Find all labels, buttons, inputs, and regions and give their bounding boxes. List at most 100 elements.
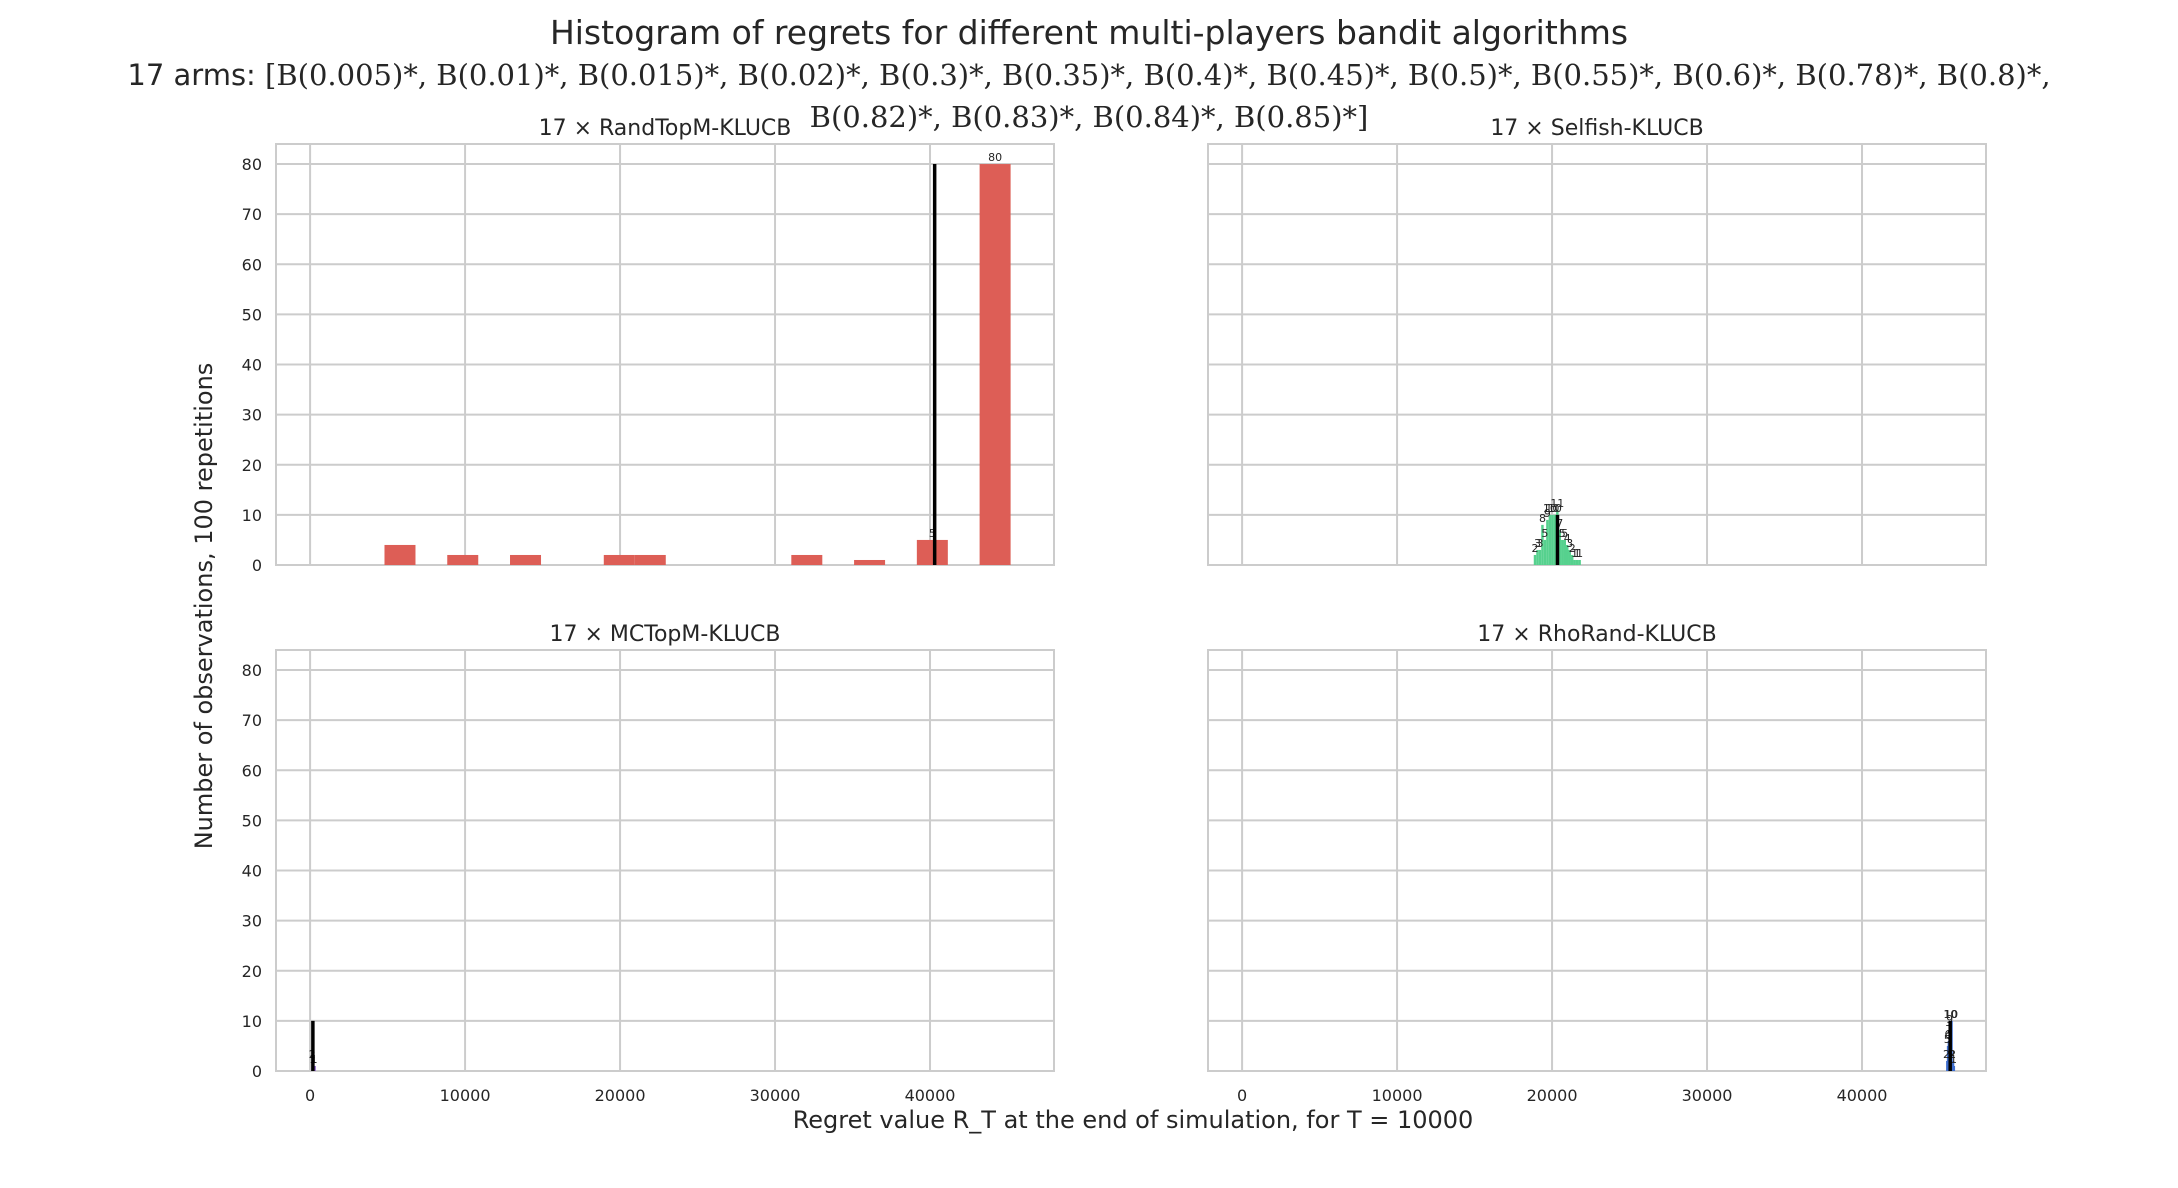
plot-area xyxy=(1207,649,1987,1072)
plot-area xyxy=(275,143,1055,566)
x-tick-label: 10000 xyxy=(1372,1086,1423,1105)
histogram-bar xyxy=(1575,559,1579,565)
subplot-1: 5 80 17 × RandTopM-KLUCB 0 10 20 30 40 50 60 70 80 xyxy=(242,116,1055,575)
histogram-bar xyxy=(1563,539,1567,565)
histogram-bar xyxy=(1953,1065,1956,1071)
histogram-bar xyxy=(979,164,1011,566)
bar-data-label: 2 xyxy=(1569,542,1576,555)
histogram-bar xyxy=(1566,544,1569,565)
y-tick-label: 40 xyxy=(242,356,262,375)
x-tick-label: 30000 xyxy=(1682,1086,1733,1105)
histogram-bar xyxy=(1533,554,1537,565)
x-tick-label: 20000 xyxy=(1527,1086,1578,1105)
histogram-bar xyxy=(1561,539,1564,565)
histogram-bar xyxy=(916,539,948,565)
x-tick-label: 40000 xyxy=(905,1086,956,1105)
x-tick-label: 40000 xyxy=(1837,1086,1888,1105)
bar-data-label: 5 xyxy=(1559,527,1566,540)
x-tick-label: 10000 xyxy=(440,1086,491,1105)
histogram-bar xyxy=(1558,529,1562,565)
bar-data-label: 5 xyxy=(1944,1033,1951,1046)
bar-data-label: 2 xyxy=(1943,1048,1950,1061)
y-tick-label: 60 xyxy=(242,761,262,780)
bar-data-label: 1 xyxy=(1571,547,1578,560)
bar-data-label: 1 xyxy=(1574,547,1581,560)
subplot-title: 17 × MCTopM-KLUCB xyxy=(550,622,781,647)
y-tick-label: 20 xyxy=(242,962,262,981)
bar-data-label: 10 xyxy=(1545,502,1559,515)
bar-data-label: 1 xyxy=(1950,1053,1957,1066)
figure-title: Histogram of regrets for different multi… xyxy=(549,13,1629,52)
x-tick-label: 0 xyxy=(305,1086,315,1105)
histogram-bar xyxy=(1578,559,1581,565)
histogram-bar xyxy=(1568,549,1571,565)
y-tick-label: 70 xyxy=(242,205,262,224)
y-tick-label: 30 xyxy=(242,406,262,425)
subtitle-prefix: 17 arms: xyxy=(127,58,256,92)
plot-area xyxy=(275,649,1055,1072)
subplot-title: 17 × RandTopM-KLUCB xyxy=(539,116,792,141)
histogram-bar xyxy=(1536,549,1539,565)
y-tick-label: 60 xyxy=(242,255,262,274)
bar-data-label: 1 xyxy=(1576,547,1583,560)
histogram-bar xyxy=(313,1065,316,1071)
x-tick-label: 20000 xyxy=(595,1086,646,1105)
histogram-bar xyxy=(1570,554,1574,565)
subplot-title: 17 × RhoRand-KLUCB xyxy=(1477,622,1716,647)
histogram-bar xyxy=(1546,519,1549,565)
histogram-bar xyxy=(1551,514,1554,565)
bar-data-label: 5 xyxy=(929,527,936,540)
y-tick-label: 80 xyxy=(242,661,262,680)
figure-title-block: Histogram of regrets for different multi… xyxy=(0,12,2178,138)
histogram-bar xyxy=(1541,524,1544,565)
subtitle-arms: [B(0.005)*, B(0.01)*, B(0.015)*, B(0.02)… xyxy=(265,58,2051,134)
bar-data-label: 3 xyxy=(1536,537,1543,550)
y-tick-label: 30 xyxy=(242,912,262,931)
y-tick-label: 0 xyxy=(252,556,262,575)
x-axis-label: Regret value R_T at the end of simulatio… xyxy=(793,1106,1474,1134)
bar-data-label: 10 xyxy=(1944,1008,1958,1021)
plot-area xyxy=(1207,143,1987,566)
histogram-bar xyxy=(634,554,666,565)
bar-data-label: 2 xyxy=(1532,542,1539,555)
y-axis-label: Number of observations, 100 repetitions xyxy=(190,363,218,850)
y-tick-label: 80 xyxy=(242,155,262,174)
bar-data-label: 80 xyxy=(988,151,1002,164)
bar-data-label: 2 xyxy=(1949,1048,1956,1061)
y-tick-label: 10 xyxy=(242,1012,262,1031)
figure-subtitle: 17 arms: [B(0.005)*, B(0.01)*, B(0.015)*… xyxy=(0,54,2178,138)
histogram-bar xyxy=(447,554,479,565)
bar-data-label: 3 xyxy=(1534,537,1541,550)
bar-data-label: 10 xyxy=(1543,502,1557,515)
bar-data-label: 9 xyxy=(1544,507,1551,520)
y-tick-label: 0 xyxy=(252,1062,262,1081)
bar-data-label: 8 xyxy=(1539,512,1546,525)
histogram-bar xyxy=(1543,539,1547,565)
histogram-bar xyxy=(510,554,542,565)
x-tick-label: 0 xyxy=(1237,1086,1247,1105)
bar-data-label: 6 xyxy=(1945,1028,1952,1041)
y-tick-label: 10 xyxy=(242,506,262,525)
bar-data-label: 10 xyxy=(1548,502,1562,515)
bar-data-label: 3 xyxy=(1566,537,1573,550)
bar-data-label: 4 xyxy=(1564,532,1571,545)
histogram-bar xyxy=(1538,549,1542,565)
histogram-bar xyxy=(791,554,823,565)
y-tick-label: 50 xyxy=(242,305,262,324)
bar-data-label: 11 xyxy=(1550,497,1564,510)
histogram-bar xyxy=(1553,514,1557,565)
y-tick-label: 70 xyxy=(242,711,262,730)
y-tick-label: 20 xyxy=(242,456,262,475)
y-tick-label: 40 xyxy=(242,862,262,881)
histogram-bar xyxy=(854,559,886,565)
x-tick-label: 30000 xyxy=(750,1086,801,1105)
bar-data-label: 10 xyxy=(1943,1008,1957,1021)
y-tick-label: 50 xyxy=(242,811,262,830)
subplot-title: 17 × Selfish-KLUCB xyxy=(1490,116,1703,141)
bar-data-label: 9 xyxy=(1946,1013,1953,1026)
bar-data-label: 5 xyxy=(1561,527,1568,540)
